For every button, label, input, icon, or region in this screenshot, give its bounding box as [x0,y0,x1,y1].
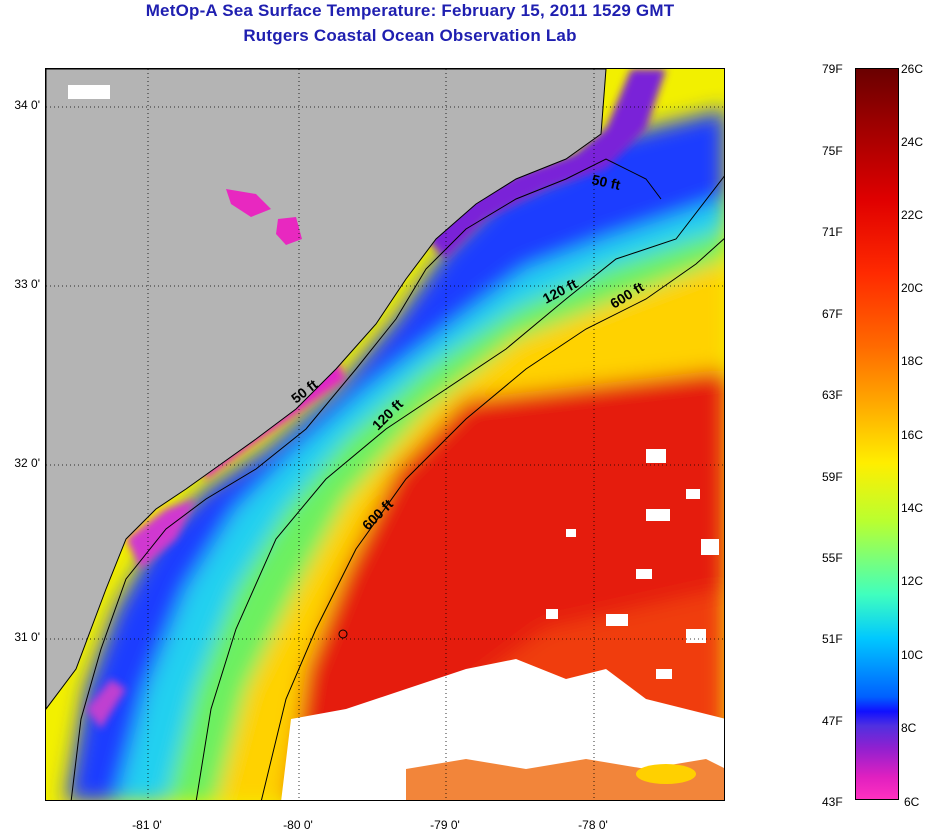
cb-label-14C: 14C [901,501,924,515]
cloud-patch-10 [656,669,672,679]
lon-label-78: -78 0' [578,818,608,832]
cb-label-10C: 10C [901,648,924,662]
cloud-patch-9 [686,629,706,643]
cloud-patch-2 [686,489,700,499]
cloud-patch-7 [606,614,628,626]
lon-label-80: -80 0' [283,818,313,832]
cb-label-43F: 43F [822,795,843,809]
contour-50ft [70,158,662,800]
cloud-edge-hotspot [636,764,696,784]
cb-label-51F: 51F [822,632,843,646]
sst-map: 50 ft 120 ft 600 ft 50 ft 120 ft 600 ft [45,68,725,801]
cloud-patch-5 [636,569,652,579]
cold-nearshore-band [66,109,724,800]
cb-label-24C: 24C [901,135,924,149]
cloud-patch-8 [546,609,558,619]
contour-label-50ft-north: 50 ft [590,171,622,193]
cb-label-20C: 20C [901,281,924,295]
cb-label-79F: 79F [822,62,843,76]
cloud-patch-1 [646,449,666,463]
contour-600ft [260,238,724,800]
land-mass [46,69,607,710]
cb-label-22C: 22C [901,208,924,222]
inland-hot-pixel-1 [226,189,271,217]
lat-label-32: 32 0' [14,456,40,470]
inland-artifacts [68,85,302,245]
cb-label-16C: 16C [901,428,924,442]
cb-label-59F: 59F [822,470,843,484]
lat-label-31: 31 0' [14,630,40,644]
inland-hot-pixel-2 [276,217,302,245]
cb-label-71F: 71F [822,225,843,239]
graticule [46,69,724,800]
cb-label-47F: 47F [822,714,843,728]
cb-label-75F: 75F [822,144,843,158]
lat-label-33: 33 0' [14,277,40,291]
cb-label-63F: 63F [822,388,843,402]
cb-label-26C: 26C [901,62,924,76]
map-subtitle: Rutgers Coastal Ocean Observation Lab [243,26,577,45]
magenta-patch-south [126,499,196,569]
cloud-patch-6 [566,529,576,537]
cloud-patch-4 [701,539,719,555]
lon-label-81: -81 0' [132,818,162,832]
cool-water-band [116,199,724,800]
sst-map-canvas: 50 ft 120 ft 600 ft 50 ft 120 ft 600 ft [46,69,724,800]
cloud-patch-3 [646,509,670,521]
lon-label-79: -79 0' [430,818,460,832]
temperature-colorbar [855,68,899,800]
cb-label-8C: 8C [901,721,917,735]
magenta-patch-far-south [86,679,126,729]
lat-label-34: 34 0' [14,98,40,112]
transition-zone [216,259,724,800]
mid-water-band [166,229,724,800]
contour-120ft [195,175,724,800]
cb-label-55F: 55F [822,551,843,565]
cb-label-12C: 12C [901,574,924,588]
cb-label-67F: 67F [822,307,843,321]
cb-label-18C: 18C [901,354,924,368]
contour-seamount-circle [338,629,348,639]
inland-cloud-patch [68,85,110,99]
map-title: MetOp-A Sea Surface Temperature: Februar… [145,1,675,20]
bathymetry-contours [70,158,724,800]
cb-label-6C: 6C [904,795,920,809]
